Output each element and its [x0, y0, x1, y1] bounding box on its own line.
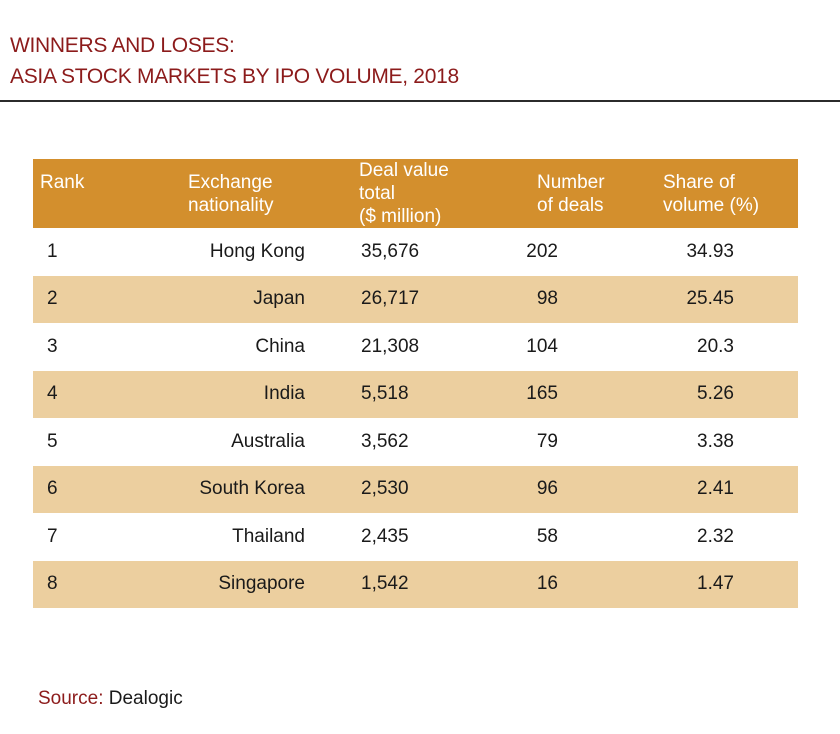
table-row: 6 South Korea 2,530 96 2.41 — [33, 465, 798, 513]
header-number-of-deals-line-1: Number — [537, 171, 605, 193]
title-divider — [0, 100, 840, 102]
ipo-volume-table: Rank Exchange nationality Deal value tot… — [33, 159, 798, 608]
cell-deals: 79 — [471, 418, 618, 466]
chart-title: WINNERS AND LOSES: ASIA STOCK MARKETS BY… — [10, 30, 459, 92]
table-row: 8 Singapore 1,542 16 1.47 — [33, 560, 798, 608]
cell-share: 2.32 — [618, 513, 798, 561]
cell-deals: 16 — [471, 560, 618, 608]
cell-deal-value: 3,562 — [311, 418, 471, 466]
cell-share: 34.93 — [618, 228, 798, 276]
cell-deal-value: 1,542 — [311, 560, 471, 608]
header-share-of-volume-line-1: Share of — [663, 171, 735, 193]
cell-rank: 7 — [33, 513, 143, 561]
cell-deals: 58 — [471, 513, 618, 561]
chart-title-line-1: WINNERS AND LOSES: — [10, 34, 235, 57]
header-exchange: Exchange nationality — [143, 159, 311, 228]
table-row: 5 Australia 3,562 79 3.38 — [33, 418, 798, 466]
header-rank: Rank — [33, 159, 143, 228]
cell-share: 2.41 — [618, 465, 798, 513]
header-exchange-line-2: nationality — [188, 194, 274, 216]
cell-share: 3.38 — [618, 418, 798, 466]
cell-exchange: Hong Kong — [143, 228, 311, 276]
cell-rank: 8 — [33, 560, 143, 608]
cell-share: 1.47 — [618, 560, 798, 608]
cell-rank: 2 — [33, 275, 143, 323]
cell-rank: 5 — [33, 418, 143, 466]
table-row: 3 China 21,308 104 20.3 — [33, 323, 798, 371]
table-row: 1 Hong Kong 35,676 202 34.93 — [33, 228, 798, 276]
cell-deal-value: 35,676 — [311, 228, 471, 276]
header-rank-line-1: Rank — [40, 172, 85, 193]
cell-exchange: China — [143, 323, 311, 371]
cell-exchange: South Korea — [143, 465, 311, 513]
cell-deals: 202 — [471, 228, 618, 276]
header-deal-value-line-1: Deal value total — [359, 160, 449, 204]
cell-rank: 3 — [33, 323, 143, 371]
header-number-of-deals: Number of deals — [471, 159, 618, 228]
table-row: 2 Japan 26,717 98 25.45 — [33, 275, 798, 323]
cell-exchange: Thailand — [143, 513, 311, 561]
chart-title-line-2: ASIA STOCK MARKETS BY IPO VOLUME, 2018 — [10, 65, 459, 88]
header-deal-value: Deal value total ($ million) — [311, 159, 471, 228]
cell-exchange: India — [143, 370, 311, 418]
cell-rank: 1 — [33, 228, 143, 276]
cell-rank: 6 — [33, 465, 143, 513]
cell-deals: 104 — [471, 323, 618, 371]
header-share-of-volume: Share of volume (%) — [618, 159, 798, 228]
table-header-row: Rank Exchange nationality Deal value tot… — [33, 159, 798, 228]
cell-exchange: Australia — [143, 418, 311, 466]
table-row: 7 Thailand 2,435 58 2.32 — [33, 513, 798, 561]
table-body: 1 Hong Kong 35,676 202 34.93 2 Japan 26,717 98 25… — [33, 228, 798, 608]
header-exchange-line-1: Exchange — [188, 171, 273, 193]
cell-deal-value: 2,435 — [311, 513, 471, 561]
cell-deal-value: 21,308 — [311, 323, 471, 371]
cell-share: 20.3 — [618, 323, 798, 371]
cell-deal-value: 2,530 — [311, 465, 471, 513]
cell-deal-value: 26,717 — [311, 275, 471, 323]
cell-deal-value: 5,518 — [311, 370, 471, 418]
table-row: 4 India 5,518 165 5.26 — [33, 370, 798, 418]
cell-share: 25.45 — [618, 275, 798, 323]
cell-rank: 4 — [33, 370, 143, 418]
source-value: Dealogic — [108, 688, 183, 709]
header-deal-value-line-2: ($ million) — [359, 206, 442, 227]
cell-share: 5.26 — [618, 370, 798, 418]
cell-deals: 96 — [471, 465, 618, 513]
source-label: Source: — [38, 688, 104, 709]
cell-deals: 165 — [471, 370, 618, 418]
cell-exchange: Singapore — [143, 560, 311, 608]
header-share-of-volume-line-2: volume (%) — [663, 194, 760, 216]
cell-deals: 98 — [471, 275, 618, 323]
header-number-of-deals-line-2: of deals — [537, 194, 604, 216]
source-note: Source: Dealogic — [38, 688, 183, 710]
cell-exchange: Japan — [143, 275, 311, 323]
